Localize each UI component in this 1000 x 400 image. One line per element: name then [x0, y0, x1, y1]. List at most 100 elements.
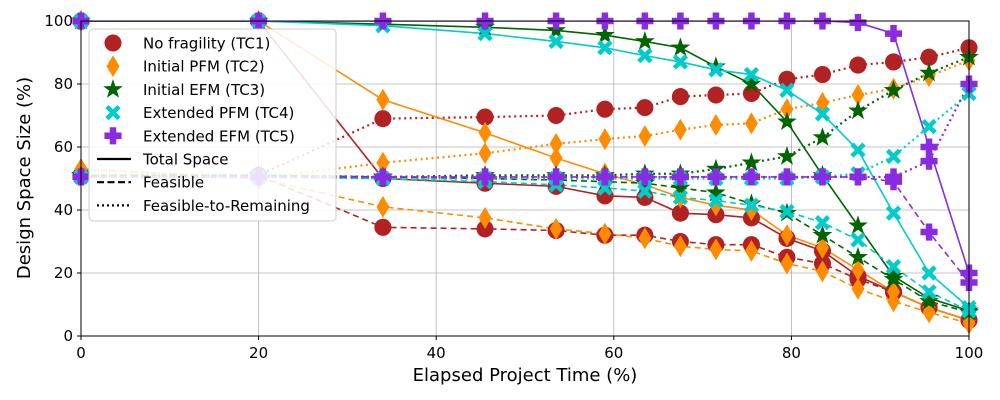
data-point-tc2-total-space — [376, 88, 390, 111]
data-point-tc2-total-space — [780, 224, 794, 247]
x-tick-label: 40 — [427, 344, 446, 362]
x-axis-label: Elapsed Project Time (%) — [413, 365, 638, 386]
series-layer — [81, 21, 969, 325]
data-point-tc2-feasible-to-remaining — [709, 113, 723, 136]
series-line-tc4-feasible-to-remaining — [81, 92, 969, 180]
data-point-tc2-total-space — [816, 236, 829, 259]
data-point-tc5-feasible-to-remaining — [547, 168, 565, 186]
data-point-tc2-feasible — [638, 227, 652, 250]
data-point-tc1-feasible-to-remaining — [884, 53, 903, 71]
y-tick-label: 0 — [63, 327, 73, 345]
data-point-tc5-feasible-to-remaining — [671, 168, 689, 186]
data-point-tc2-feasible-to-remaining — [744, 112, 758, 135]
data-point-tc2-feasible — [851, 277, 865, 300]
data-point-tc3-feasible — [848, 246, 868, 266]
plot-frame — [80, 20, 970, 337]
data-point-tc3-feasible-to-remaining — [741, 152, 762, 172]
data-point-tc2-feasible — [887, 290, 900, 313]
data-point-tc3-total-space — [848, 215, 868, 235]
data-point-tc2-feasible — [598, 222, 612, 245]
data-point-tc4-total-space — [743, 66, 760, 83]
data-point-tc4-total-space — [637, 48, 653, 64]
data-point-tc2-total-space — [851, 258, 865, 281]
data-point-tc5-feasible-to-remaining — [707, 168, 725, 186]
data-point-tc1-feasible-to-remaining — [920, 48, 938, 66]
data-point-tc2-total-space — [478, 121, 492, 144]
data-point-tc5-feasible-to-remaining — [636, 168, 654, 186]
data-point-tc3-feasible-to-remaining — [919, 62, 939, 82]
data-point-tc3-feasible-to-remaining — [706, 158, 726, 178]
legend: No fragility (TC1) Initial PFM (TC2) Initi… — [88, 28, 337, 222]
series-line-tc5-total-space — [81, 21, 969, 274]
data-point-tc5-total-space — [884, 25, 903, 43]
data-point-tc3-feasible — [883, 268, 904, 288]
data-point-tc3-feasible — [919, 291, 939, 310]
data-point-tc4-total-space — [850, 142, 866, 158]
data-point-tc1-feasible-to-remaining — [374, 110, 392, 128]
data-point-tc5-feasible — [920, 223, 938, 241]
data-point-tc2-feasible — [376, 195, 390, 218]
data-point-tc2-feasible-to-remaining — [638, 124, 652, 147]
data-point-tc3-total-space — [635, 31, 655, 50]
y-tick-label: 40 — [54, 201, 73, 219]
data-point-tc3-feasible — [706, 182, 726, 202]
y-tick-label: 100 — [44, 12, 73, 30]
y-tick-label: 60 — [54, 138, 73, 156]
data-point-tc5-feasible-to-remaining — [884, 168, 903, 186]
legend-label: Feasible — [143, 174, 204, 192]
data-point-tc3-total-space — [706, 56, 726, 76]
data-point-tc5-feasible-to-remaining — [374, 168, 392, 186]
data-point-tc1-feasible-to-remaining — [476, 108, 494, 126]
series-line-tc4-feasible — [81, 176, 969, 312]
series-line-tc1-feasible — [81, 174, 969, 322]
data-point-tc2-feasible-to-remaining — [598, 128, 612, 151]
series-line-tc2-feasible — [81, 168, 969, 325]
data-point-tc3-total-space — [777, 111, 797, 131]
data-point-tc3-feasible — [670, 177, 691, 197]
legend-label: No fragility (TC1) — [143, 35, 270, 53]
data-point-tc5-feasible-to-remaining — [476, 168, 494, 186]
data-point-tc4-total-space — [548, 33, 564, 50]
legend-label: Initial EFM (TC3) — [143, 81, 265, 99]
data-point-tc1-feasible — [374, 218, 392, 236]
data-point-tc4-total-space — [921, 265, 937, 281]
data-point-tc2-feasible — [744, 239, 758, 262]
data-point-tc3-feasible-to-remaining — [848, 100, 868, 120]
data-point-tc1-total-space — [671, 204, 689, 222]
legend-box — [88, 28, 337, 222]
data-point-tc2-feasible-to-remaining — [376, 151, 390, 174]
data-point-tc2-feasible-to-remaining — [478, 142, 492, 165]
data-point-tc1-feasible-to-remaining — [671, 88, 689, 106]
y-tick-label: 20 — [54, 264, 73, 282]
data-point-tc2-feasible — [673, 235, 687, 258]
data-point-tc5-feasible-to-remaining — [596, 168, 614, 186]
data-point-tc2-feasible-to-remaining — [549, 132, 563, 155]
data-point-tc4-total-space — [477, 25, 493, 42]
data-point-tc2-feasible — [780, 252, 794, 275]
series-line-tc3-total-space — [81, 21, 969, 312]
data-point-tc5-feasible-to-remaining — [813, 168, 832, 186]
legend-label: Extended PFM (TC4) — [143, 104, 294, 122]
data-point-tc2-feasible — [549, 217, 563, 240]
legend-marker — [105, 104, 121, 121]
data-point-tc4-total-space — [597, 40, 613, 56]
data-point-tc1-feasible-to-remaining — [813, 66, 832, 84]
data-point-tc4-feasible — [921, 284, 937, 300]
legend-label: Feasible-to-Remaining — [143, 197, 310, 215]
data-point-tc3-feasible — [812, 224, 833, 244]
x-tick-label: 0 — [76, 344, 86, 362]
data-point-tc3-total-space — [670, 37, 691, 57]
data-point-tc4-total-space — [672, 54, 689, 70]
y-tick-label: 80 — [54, 75, 73, 93]
data-point-tc2-total-space — [549, 147, 563, 170]
x-tick-label: 100 — [955, 344, 984, 362]
data-point-tc1-feasible-to-remaining — [636, 99, 654, 117]
data-point-tc5-feasible-to-remaining — [920, 152, 938, 170]
data-point-tc5-total-space — [849, 14, 867, 32]
data-point-tc1-feasible-to-remaining — [596, 100, 614, 118]
data-point-tc3-feasible-to-remaining — [883, 79, 904, 99]
data-point-tc4-feasible — [814, 214, 831, 231]
data-point-tc5-feasible-to-remaining — [849, 168, 867, 186]
data-point-tc4-feasible — [672, 189, 689, 206]
